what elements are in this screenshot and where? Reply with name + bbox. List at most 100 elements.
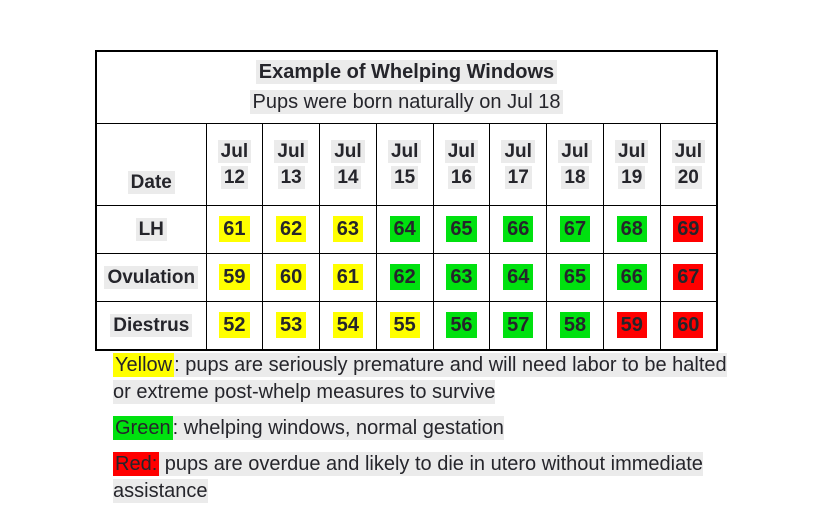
month-label: Jul: [274, 139, 308, 163]
value-cell: 61: [319, 253, 377, 302]
value-cell: 56: [432, 301, 491, 351]
highlighted-value: 61: [332, 264, 364, 290]
table-title-row: Example of Whelping Windows Pups were bo…: [95, 50, 718, 124]
value-cell: 67: [546, 205, 604, 254]
legend-item-red: Red: pups are overdue and likely to die …: [113, 451, 733, 505]
row-label-cell: Diestrus: [95, 301, 207, 351]
value-cell: 65: [432, 205, 491, 254]
date-corner-cell: Date: [95, 123, 207, 206]
month-label: Jul: [387, 139, 422, 163]
value-cell: 60: [262, 253, 321, 302]
day-label: 16: [447, 165, 476, 189]
highlighted-value: 56: [446, 312, 477, 338]
row-label: LH: [135, 217, 167, 241]
row-label: Ovulation: [104, 265, 199, 289]
highlighted-value: 62: [276, 216, 307, 242]
highlighted-value: 63: [332, 216, 364, 242]
value-cell: 65: [546, 253, 604, 302]
legend-swatch-red: Red:: [113, 452, 160, 476]
color-legend: Yellow: pups are seriously premature and…: [113, 352, 733, 514]
month-label: Jul: [331, 139, 365, 163]
value-cell: 64: [489, 253, 548, 302]
table-row-ovulation: Ovulation 59 60 61 62 63 64 65 66 67: [95, 253, 718, 302]
value-cell: 62: [375, 253, 434, 302]
day-label: 19: [618, 165, 646, 189]
highlighted-value: 55: [389, 312, 420, 338]
value-cell: 58: [546, 301, 604, 351]
legend-text-yellow: : pups are seriously premature and will …: [113, 353, 727, 404]
highlighted-value: 65: [559, 264, 591, 290]
date-header-cell: Jul 19: [602, 123, 661, 206]
highlighted-value: 54: [332, 312, 364, 338]
table-subtitle: Pups were born naturally on Jul 18: [97, 88, 716, 118]
day-label: 13: [277, 165, 305, 189]
day-label: 14: [334, 165, 362, 189]
table-header-row: Date Jul 12 Jul 13 Jul 14 Jul 15 Jul 16 Jul 17…: [95, 123, 718, 206]
day-label: 17: [504, 165, 532, 189]
legend-item-green: Green: whelping windows, normal gestatio…: [113, 415, 733, 442]
value-cell: 63: [432, 253, 491, 302]
value-cell: 68: [602, 205, 661, 254]
legend-text-green: : whelping windows, normal gestation: [172, 416, 504, 440]
highlighted-value: 69: [673, 216, 704, 242]
value-cell: 69: [659, 205, 718, 254]
highlighted-value: 52: [219, 312, 250, 338]
value-cell: 55: [375, 301, 434, 351]
month-label: Jul: [558, 139, 592, 163]
highlighted-value: 66: [616, 264, 647, 290]
value-cell: 57: [489, 301, 548, 351]
value-cell: 64: [375, 205, 434, 254]
row-label-cell: Ovulation: [95, 253, 207, 302]
value-cell: 66: [602, 253, 661, 302]
date-header-cell: Jul 17: [489, 123, 548, 206]
highlighted-value: 63: [446, 264, 477, 290]
table-title-text: Example of Whelping Windows: [255, 59, 558, 84]
highlighted-value: 67: [559, 216, 591, 242]
row-label-cell: LH: [95, 205, 207, 254]
day-label: 20: [674, 165, 702, 189]
highlighted-value: 59: [219, 264, 250, 290]
date-label: Date: [127, 171, 175, 194]
table-row-lh: LH 61 62 63 64 65 66 67 68 69: [95, 205, 718, 254]
highlighted-value: 64: [503, 264, 534, 290]
month-label: Jul: [444, 139, 479, 163]
day-label: 18: [561, 165, 589, 189]
date-header-cell: Jul 18: [546, 123, 604, 206]
day-label: 12: [220, 165, 248, 189]
highlighted-value: 60: [276, 264, 307, 290]
table-subtitle-text: Pups were born naturally on Jul 18: [249, 89, 564, 114]
highlighted-value: 66: [503, 216, 534, 242]
table-title: Example of Whelping Windows: [97, 58, 716, 88]
value-cell: 52: [205, 301, 264, 351]
month-label: Jul: [501, 139, 535, 163]
highlighted-value: 68: [616, 216, 647, 242]
table-row-diestrus: Diestrus 52 53 54 55 56 57 58 59 60: [95, 301, 718, 351]
month-label: Jul: [671, 139, 706, 163]
day-label: 15: [391, 165, 419, 189]
row-label: Diestrus: [110, 313, 193, 337]
month-label: Jul: [615, 139, 649, 163]
value-cell: 61: [205, 205, 264, 254]
value-cell: 59: [602, 301, 661, 351]
whelping-table-container: Example of Whelping Windows Pups were bo…: [95, 50, 718, 351]
highlighted-value: 61: [219, 216, 250, 242]
date-header-cell: Jul 16: [432, 123, 491, 206]
value-cell: 53: [262, 301, 321, 351]
date-header-cell: Jul 20: [659, 123, 718, 206]
value-cell: 67: [659, 253, 718, 302]
highlighted-value: 60: [673, 312, 704, 338]
highlighted-value: 67: [673, 264, 704, 290]
value-cell: 66: [489, 205, 548, 254]
highlighted-value: 59: [616, 312, 647, 338]
highlighted-value: 64: [389, 216, 420, 242]
date-header-cell: Jul 14: [319, 123, 377, 206]
date-header-cell: Jul 13: [262, 123, 321, 206]
legend-text-red: pups are overdue and likely to die in ut…: [113, 452, 703, 503]
highlighted-value: 58: [559, 312, 591, 338]
date-header-cell: Jul 12: [205, 123, 264, 206]
legend-item-yellow: Yellow: pups are seriously premature and…: [113, 352, 733, 406]
value-cell: 59: [205, 253, 264, 302]
highlighted-value: 53: [276, 312, 307, 338]
whelping-table: Example of Whelping Windows Pups were bo…: [95, 50, 718, 351]
